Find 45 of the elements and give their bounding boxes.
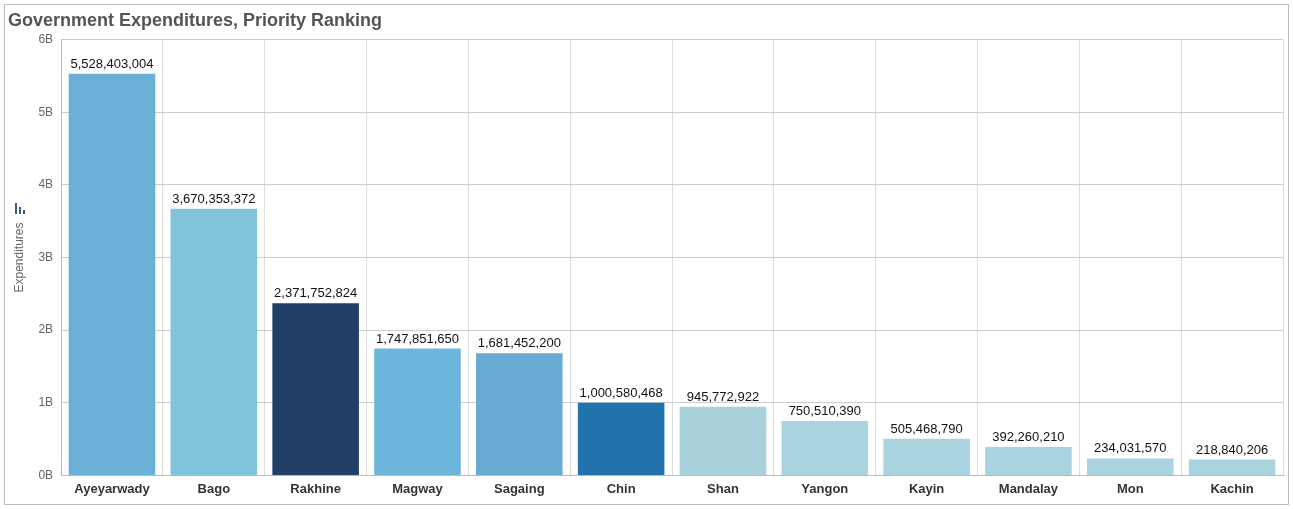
bar	[68, 73, 156, 475]
chart-title: Government Expenditures, Priority Ranking	[8, 9, 383, 30]
x-tick-label: Kayin	[908, 480, 945, 496]
bar	[1086, 458, 1174, 475]
bar	[577, 402, 665, 475]
data-label: 505,468,790	[890, 420, 963, 436]
x-tick-label: Chin	[606, 480, 636, 496]
data-label: 750,510,390	[788, 402, 861, 418]
x-tick-label: Magway	[392, 480, 444, 496]
data-label: 3,670,353,372	[172, 190, 256, 206]
data-label: 5,528,403,004	[70, 55, 154, 71]
bar	[679, 406, 767, 475]
data-label: 2,371,752,824	[274, 285, 358, 301]
bar	[476, 353, 563, 475]
data-label: 234,031,570	[1094, 440, 1167, 456]
x-tick-label: Sagaing	[494, 480, 545, 496]
x-tick-label: Yangon	[801, 480, 849, 496]
y-tick-label: 4B	[38, 177, 54, 192]
bar	[374, 348, 461, 475]
x-tick-label: Kachin	[1210, 480, 1254, 496]
bar	[170, 208, 258, 475]
x-tick-label: Ayeyarwady	[74, 480, 151, 496]
bar	[272, 303, 359, 475]
y-tick-label: 2B	[38, 322, 54, 337]
bar	[985, 446, 1072, 475]
data-label: 1,747,851,650	[375, 330, 460, 346]
bar	[1188, 459, 1276, 475]
data-label: 1,000,580,468	[579, 384, 663, 400]
x-tick-label: Mandalay	[998, 480, 1059, 496]
data-label: 218,840,206	[1195, 441, 1269, 457]
y-tick-label: 5B	[38, 104, 54, 119]
bar	[883, 438, 970, 475]
data-label: 945,772,922	[686, 388, 760, 404]
y-axis-title: Expenditures	[11, 222, 26, 293]
data-label: 392,260,210	[992, 428, 1065, 444]
data-label: 1,681,452,200	[477, 335, 561, 351]
y-tick-label: 1B	[38, 395, 54, 410]
x-tick-label: Bago	[197, 480, 231, 496]
x-tick-label: Rakhine	[290, 480, 341, 496]
y-tick-label: 0B	[38, 467, 54, 482]
y-tick-label: 3B	[38, 249, 54, 264]
bar	[781, 420, 869, 475]
x-tick-label: Shan	[707, 480, 739, 496]
y-tick-label: 6B	[38, 31, 54, 46]
x-tick-label: Mon	[1116, 480, 1144, 496]
